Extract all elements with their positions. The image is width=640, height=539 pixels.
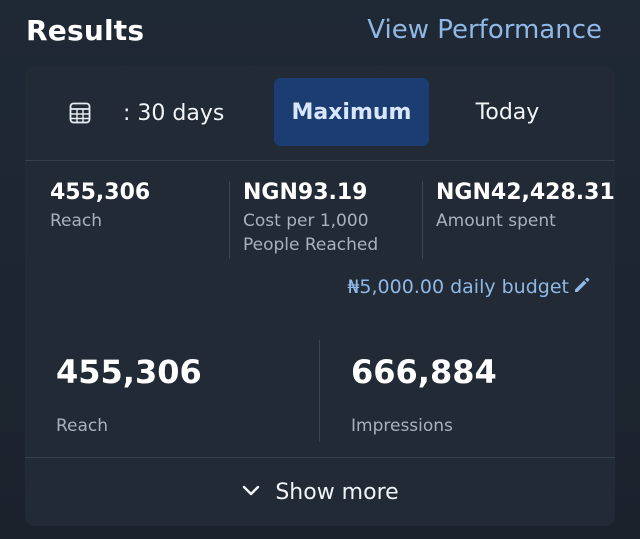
view-performance-link[interactable]: View Performance xyxy=(367,15,602,45)
page-title: Results xyxy=(26,13,145,47)
results-card: : 30 days Maximum Today 455,306 Reach NG… xyxy=(25,66,615,526)
metric-amount-spent: NGN42,428.31 Amount spent xyxy=(436,179,615,233)
key-metrics: 455,306 Reach 666,884 Impressions xyxy=(25,338,615,458)
metric-cost-label: Cost per 1,000 People Reached xyxy=(243,211,379,255)
results-header: Results View Performance xyxy=(26,10,602,50)
metric-divider xyxy=(229,181,230,259)
metric-reach: 455,306 Reach xyxy=(50,179,220,233)
show-more-button[interactable]: Show more xyxy=(25,458,615,526)
big-reach-value: 455,306 xyxy=(56,353,202,391)
metric-amount-label: Amount spent xyxy=(436,211,556,231)
metric-cost-per-1000: NGN93.19 Cost per 1,000 People Reached xyxy=(243,179,413,257)
date-range-label: : 30 days xyxy=(123,100,225,126)
metric-divider xyxy=(422,181,423,259)
date-range-tabs: : 30 days Maximum Today xyxy=(25,66,615,161)
show-more-divider xyxy=(25,457,615,458)
big-metric-reach: 455,306 Reach xyxy=(56,352,202,436)
date-range-button[interactable]: : 30 days xyxy=(69,84,224,142)
daily-budget-label: ₦5,000.00 daily budget xyxy=(347,276,569,298)
tab-today[interactable]: Today xyxy=(475,99,540,125)
big-metric-impressions: 666,884 Impressions xyxy=(351,352,497,436)
big-impressions-value: 666,884 xyxy=(351,353,497,391)
metric-cost-value: NGN93.19 xyxy=(243,180,368,205)
big-impressions-label: Impressions xyxy=(351,416,453,436)
chevron-down-icon xyxy=(241,483,261,502)
metric-amount-value: NGN42,428.31 xyxy=(436,180,615,205)
tab-maximum[interactable]: Maximum xyxy=(274,78,429,146)
big-reach-label: Reach xyxy=(56,416,109,436)
pencil-icon xyxy=(573,276,591,298)
daily-budget-link[interactable]: ₦5,000.00 daily budget xyxy=(347,276,591,298)
summary-metrics: 455,306 Reach NGN93.19 Cost per 1,000 Pe… xyxy=(25,161,615,271)
show-more-label: Show more xyxy=(275,479,399,505)
metric-reach-value: 455,306 xyxy=(50,180,151,205)
key-metric-divider xyxy=(319,340,320,442)
metric-reach-label: Reach xyxy=(50,211,103,231)
calendar-icon xyxy=(69,102,91,124)
